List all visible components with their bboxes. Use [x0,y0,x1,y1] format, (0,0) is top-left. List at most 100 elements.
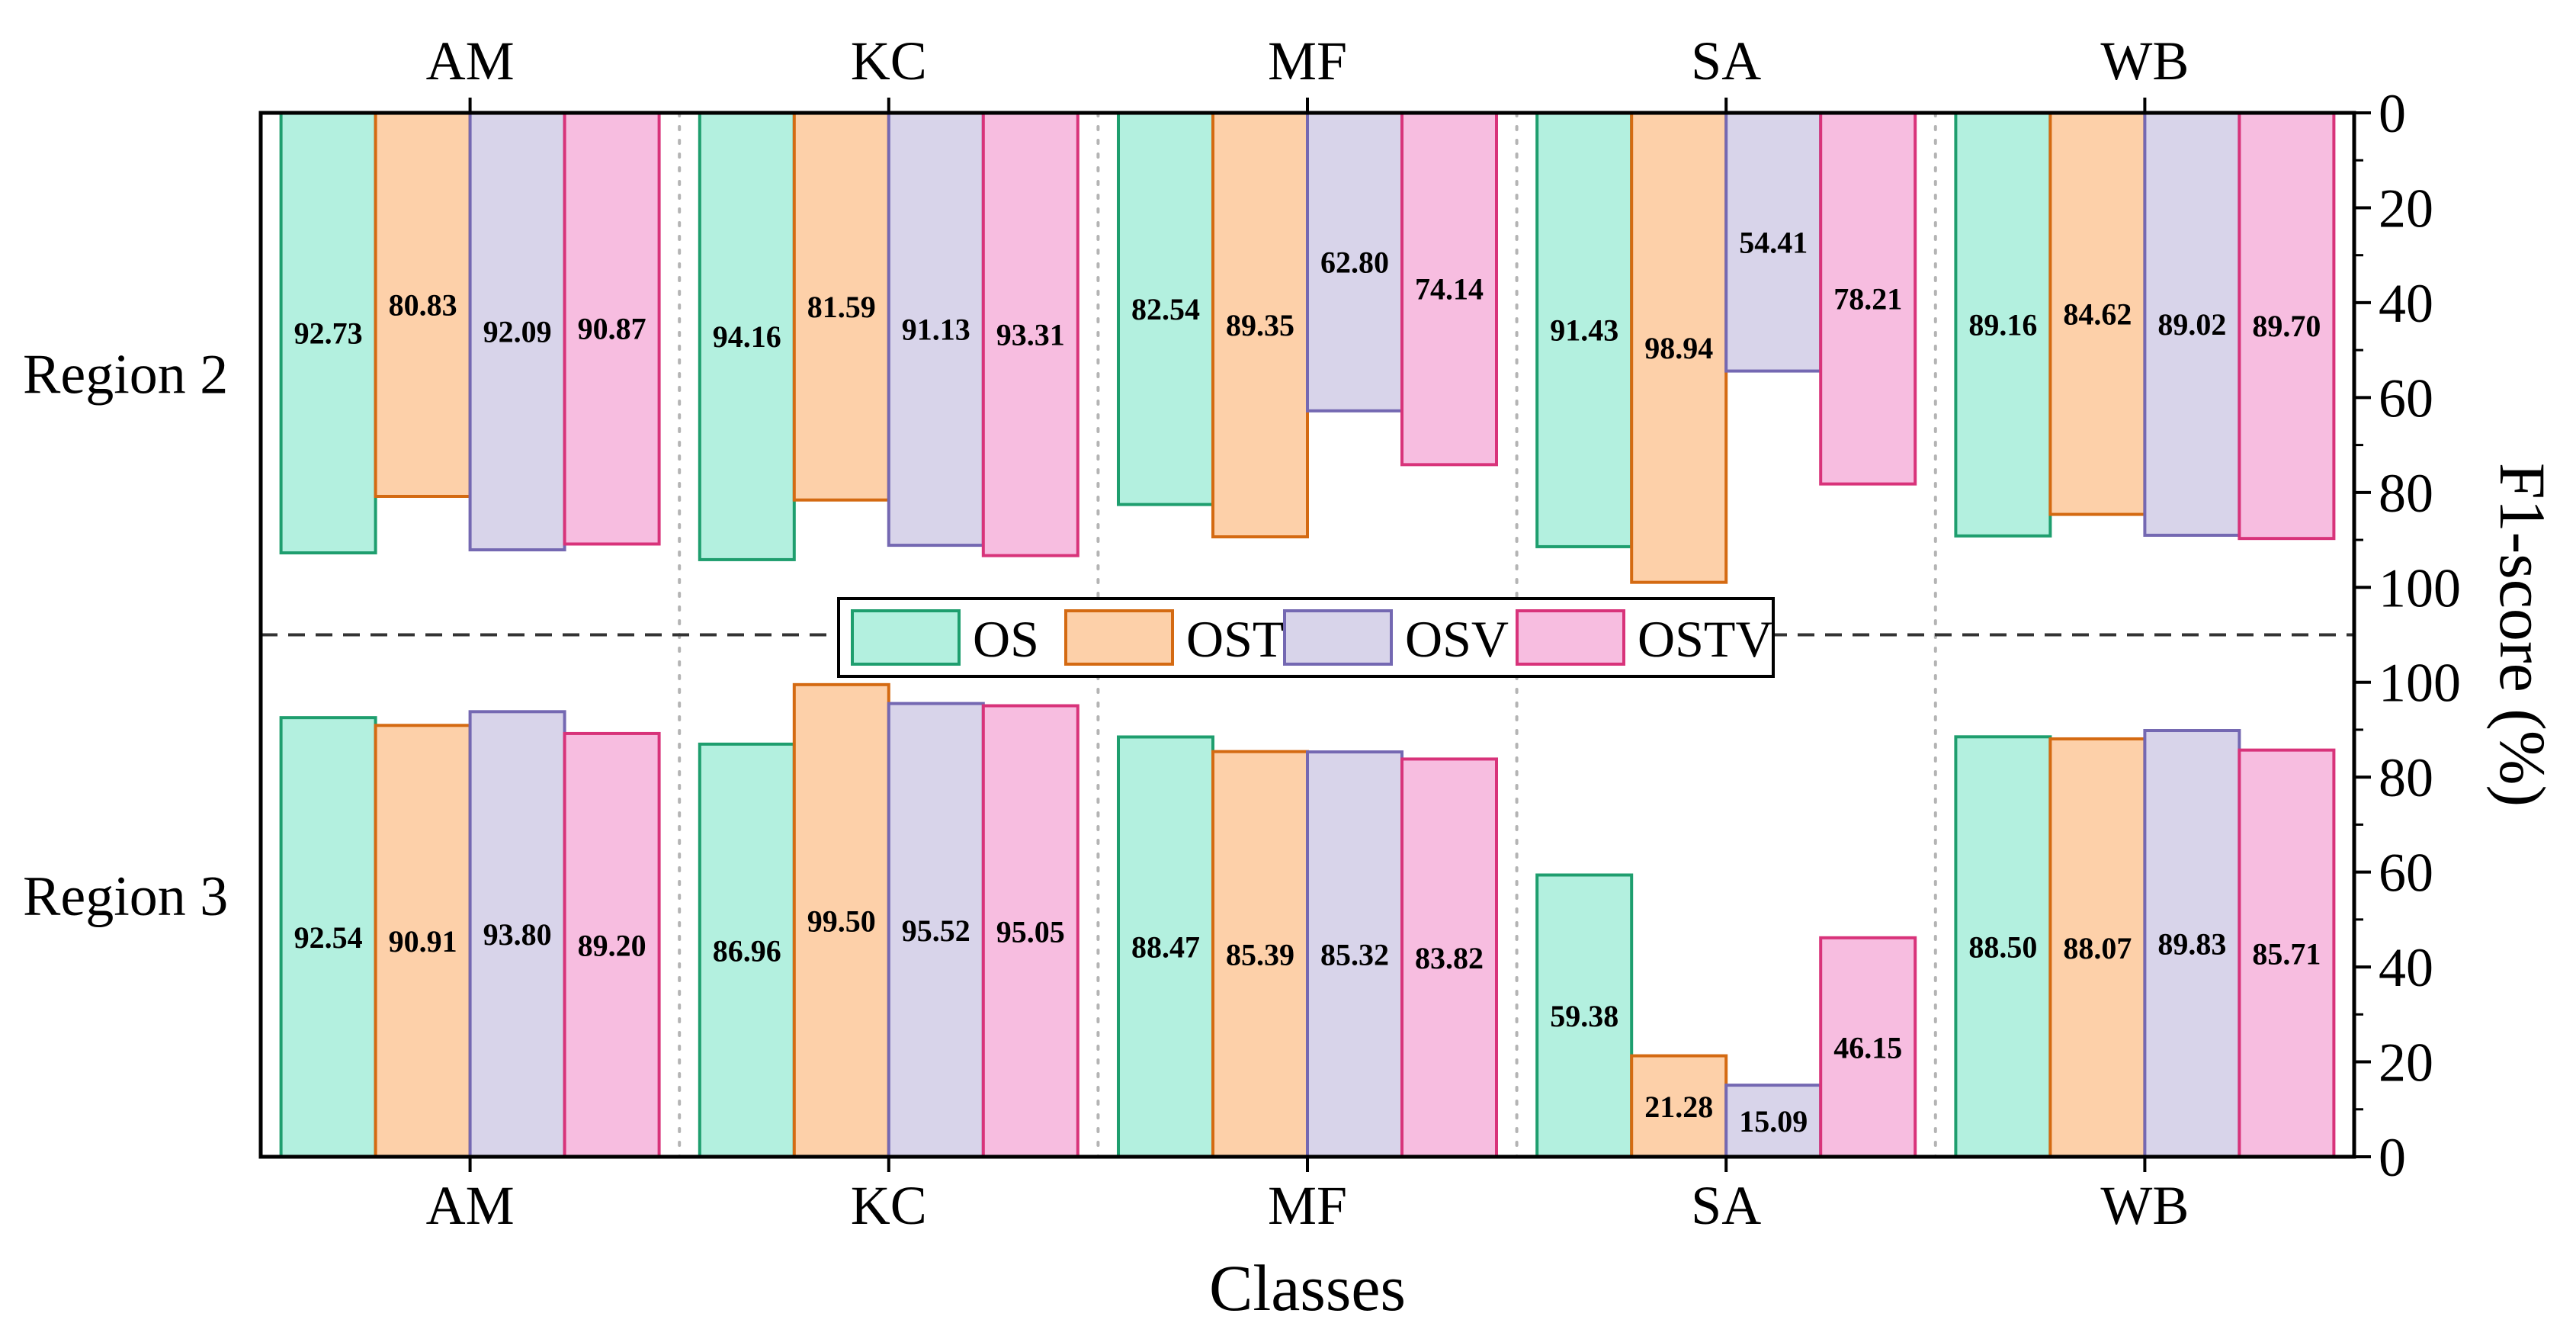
y-axis-title: F1-score (%) [2486,463,2559,807]
legend-swatch-os [851,609,961,666]
x-tick-label-top: KC [851,31,927,92]
y-tick-label: 20 [2379,178,2433,239]
bar-value-label: 78.21 [1833,281,1902,316]
bar-value-label: 82.54 [1131,292,1200,326]
panel-labels: Region 2 Region 3 [23,343,228,928]
bar-region-3-sa-ostv [1819,936,1917,1159]
bar-region-2-sa-osv [1724,111,1823,373]
x-tick-label-bottom: SA [1691,1175,1761,1236]
bar-region-2-wb-ost [2048,111,2147,516]
bar-value-label: 59.38 [1550,999,1618,1033]
legend-swatch-osv [1283,609,1393,666]
bar-value-label: 92.54 [294,920,363,955]
x-tick-label-bottom: KC [851,1175,927,1236]
bar-value-label: 89.16 [1968,307,2037,342]
bar-value-label: 94.16 [713,320,781,354]
bar-value-label: 21.28 [1644,1090,1713,1124]
bar-value-labels: 92.73 80.83 92.09 90.87 94.16 81.59 91.13 93.31… [294,225,2321,1138]
bar-region-3-mf-ostv [1400,757,1498,1158]
bar-value-label: 89.35 [1226,308,1294,342]
bar-value-label: 86.96 [713,933,781,968]
bar-region-2-mf-osv [1306,111,1403,413]
bar-value-label: 92.09 [483,315,552,349]
bar-value-label: 98.94 [1644,331,1713,365]
y-tick-label: 20 [2379,1032,2433,1093]
bar-region-2-mf-os [1117,111,1214,506]
bar-value-label: 90.91 [389,924,457,959]
bar-value-label: 88.47 [1131,930,1200,965]
bar-value-label: 93.80 [483,917,552,952]
bar-value-label: 81.59 [807,290,876,324]
bar-value-label: 99.50 [807,904,876,938]
y-tick-label: 100 [2379,557,2461,618]
y-tick-label: 40 [2379,273,2433,334]
bar-region-2-kc-ostv [981,111,1079,557]
y-tick-label: 0 [2379,83,2406,144]
x-tick-label-top: SA [1691,31,1761,92]
bar-value-label: 89.70 [2252,309,2321,343]
bar-value-label: 80.83 [389,287,457,322]
bar-value-label: 92.73 [294,316,363,351]
y-tick-label: 60 [2379,843,2433,904]
legend: OS OST OSV OSTV [837,597,1775,678]
bar-region-2-wb-osv [2143,111,2241,537]
bar-region-3-am-os [279,716,377,1158]
bar-region-3-kc-ostv [981,704,1079,1158]
bar-region-3-mf-ost [1211,750,1309,1158]
bar-region-2-kc-ost [792,111,890,502]
y-tick-label: 80 [2379,463,2433,524]
bar-region-3-wb-osv [2143,729,2241,1158]
bar-region-3-wb-ost [2048,737,2147,1158]
bar-value-label: 93.31 [996,317,1065,352]
bar-value-label: 88.07 [2063,931,2132,965]
y-tick-label: 40 [2379,937,2433,998]
y-axis: 0 20 40 60 80 100 0 20 40 60 80 100 [2354,83,2461,1188]
x-tick-label-bottom: WB [2100,1175,2189,1236]
bar-value-label: 85.39 [1226,937,1294,971]
y-tick-label: 80 [2379,747,2433,808]
bar-value-label: 54.41 [1739,225,1808,259]
bar-region-2-kc-os [698,111,796,561]
bar-value-label: 15.09 [1739,1104,1808,1138]
x-tick-label-top: MF [1268,31,1347,92]
bar-value-label: 95.52 [902,914,970,948]
bar-region-2-sa-ostv [1819,111,1917,486]
bar-value-label: 89.02 [2157,307,2226,342]
bar-region-2-mf-ostv [1400,111,1498,467]
legend-label-osv: OSV [1405,610,1509,668]
bar-marks [279,111,2336,1159]
y-tick-label: 100 [2379,653,2461,714]
bar-value-label: 91.43 [1550,313,1618,347]
bar-value-label: 83.82 [1415,941,1484,975]
legend-label-ost: OST [1186,610,1284,668]
legend-swatch-ostv [1516,609,1625,666]
bar-region-2-kc-osv [887,111,985,548]
bar-value-label: 74.14 [1415,272,1484,307]
bar-value-label: 85.71 [2252,936,2321,971]
bar-value-label: 89.83 [2157,927,2226,962]
bar-region-3-am-ost [374,724,472,1158]
y-tick-label: 0 [2379,1127,2406,1188]
bar-region-3-kc-ost [792,682,890,1158]
x-axis-title: Classes [1209,1251,1406,1323]
x-tick-label-top: AM [426,31,515,92]
bar-region-3-kc-osv [887,702,985,1158]
bar-region-3-sa-osv [1724,1084,1823,1158]
bar-value-label: 95.05 [996,914,1065,949]
bar-region-2-am-os [279,111,377,555]
y-tick-label: 60 [2379,368,2433,429]
bar-region-2-am-ostv [563,111,661,546]
bar-region-2-wb-ostv [2238,111,2336,541]
legend-label-ostv: OSTV [1638,610,1773,668]
panel-label-3: Region 3 [23,865,228,928]
bar-region-2-wb-os [1954,111,2052,538]
bar-value-label: 84.62 [2063,297,2132,331]
bar-value-label: 91.13 [902,313,970,347]
bar-value-label: 88.50 [1968,930,2037,965]
legend-swatch-ost [1064,609,1174,666]
x-tick-label-top: WB [2100,31,2189,92]
panel-label-2: Region 2 [23,343,228,406]
bar-value-label: 90.87 [578,312,646,346]
bar-value-label: 46.15 [1833,1030,1902,1065]
